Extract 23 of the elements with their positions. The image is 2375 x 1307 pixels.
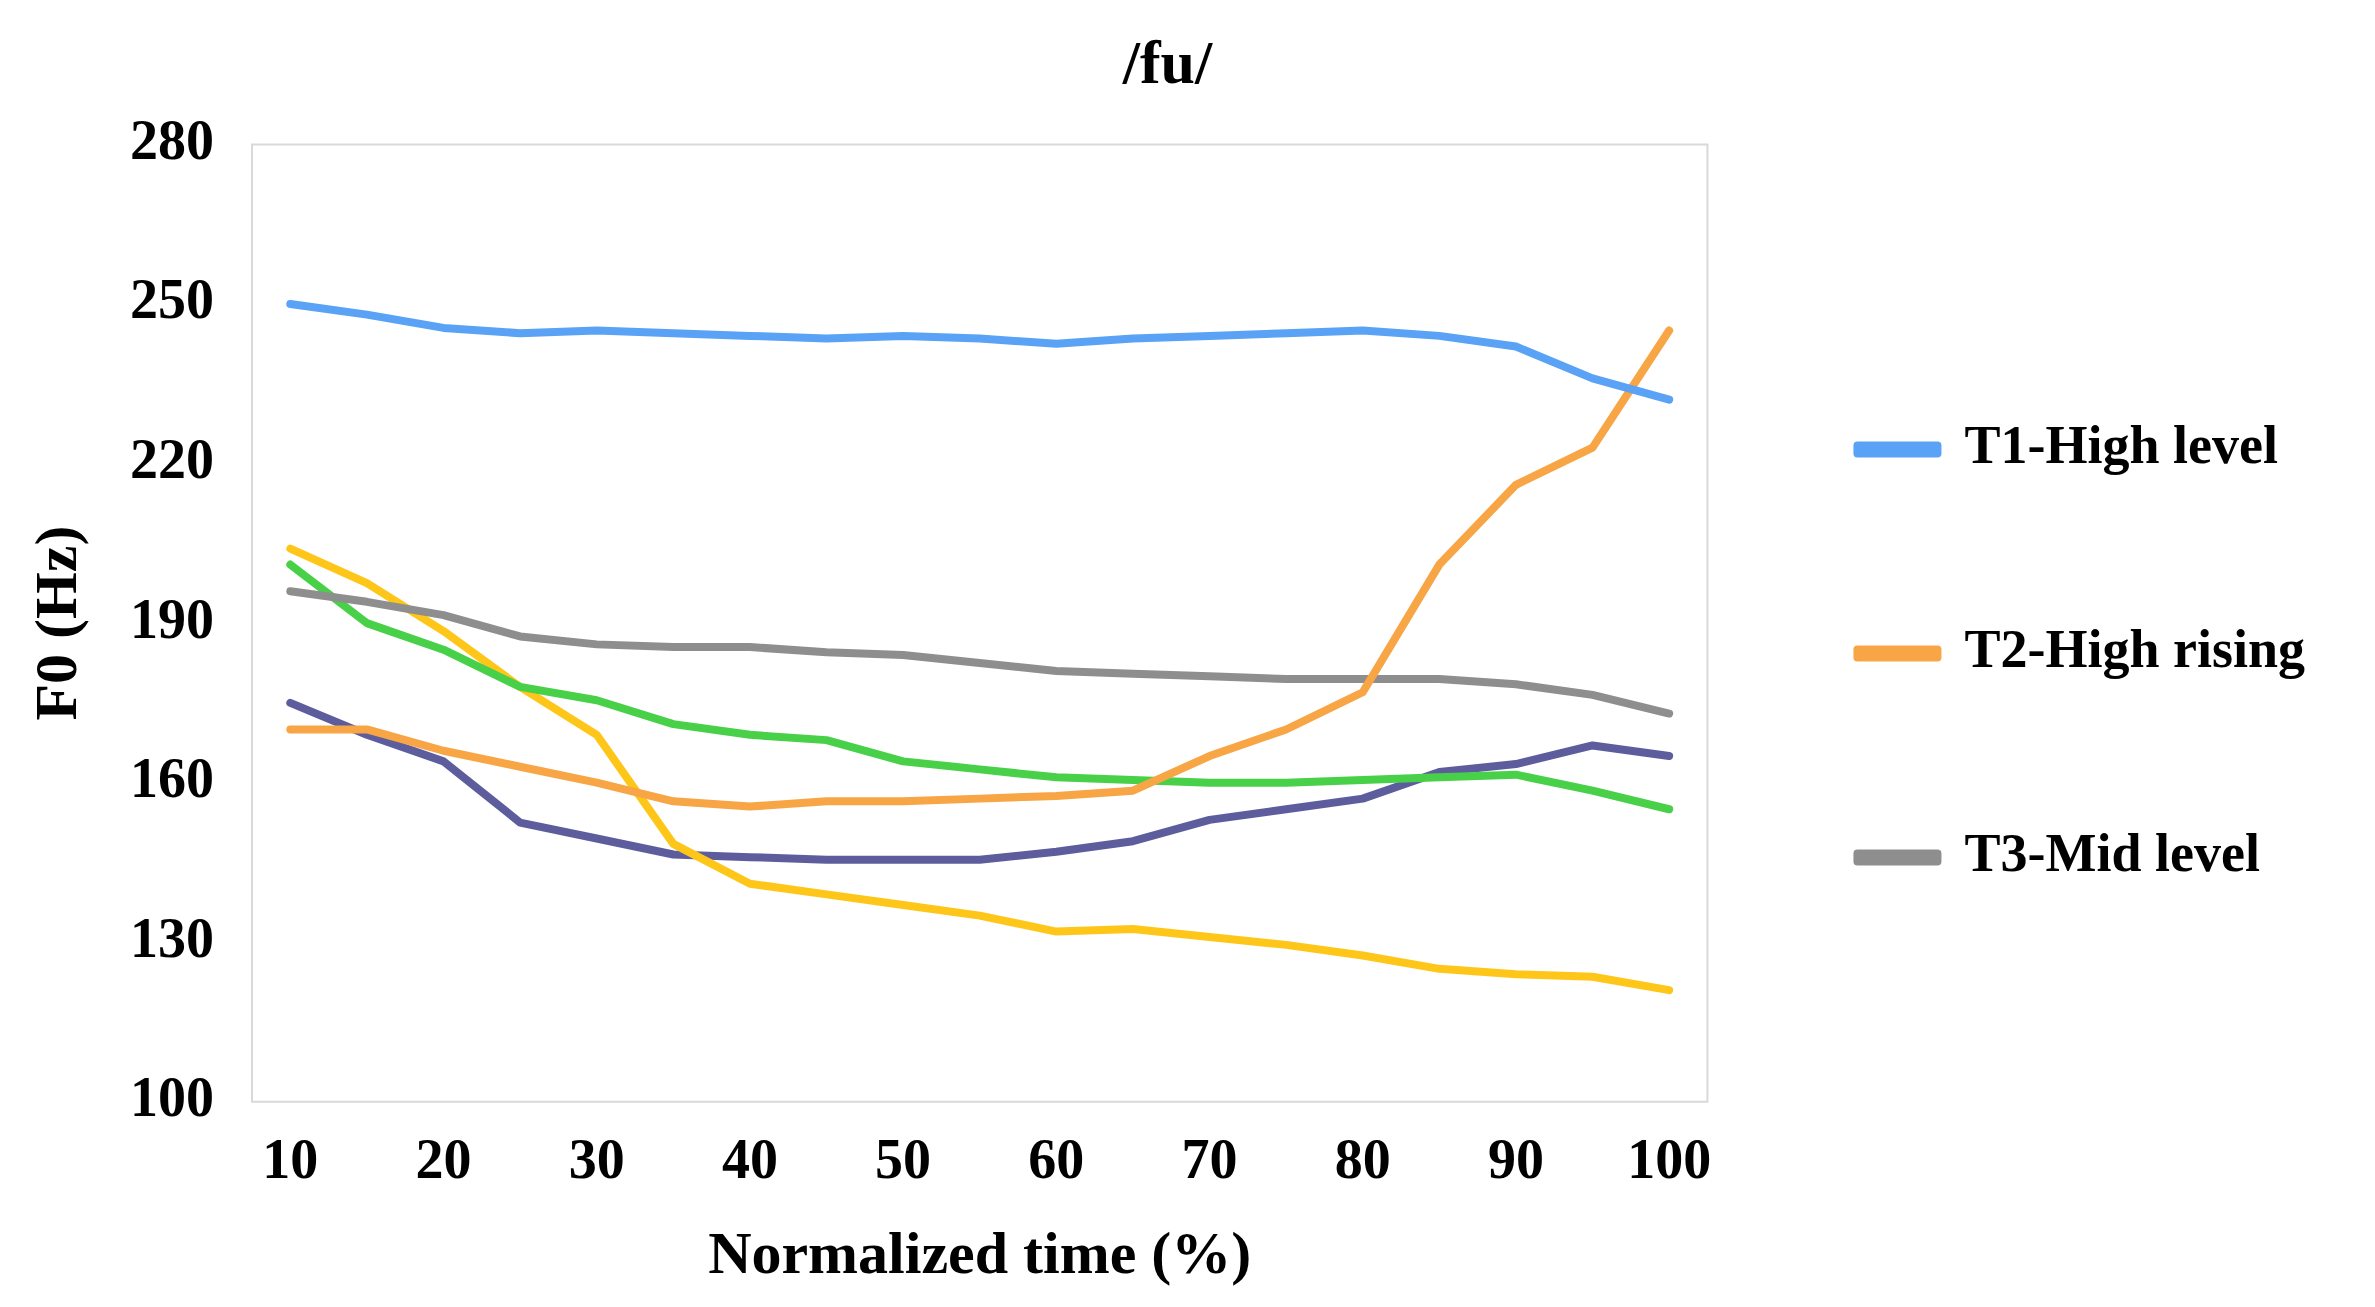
y-tick-label: 190	[130, 587, 214, 650]
x-tick-label: 40	[721, 1127, 778, 1190]
legend-label: T2-High rising	[1964, 619, 2305, 680]
x-tick-label: 60	[1028, 1127, 1085, 1190]
chart-title: /fu/	[1121, 28, 1214, 97]
x-tick-label: 10	[262, 1127, 319, 1190]
legend-label: T3-Mid level	[1964, 823, 2260, 884]
y-tick-label: 250	[130, 268, 214, 331]
x-tick-label: 80	[1334, 1127, 1391, 1190]
y-tick-label: 160	[130, 747, 214, 810]
y-tick-label: 100	[130, 1066, 214, 1129]
y-tick-label: 280	[130, 108, 214, 171]
x-tick-label: 20	[415, 1127, 472, 1190]
x-tick-label: 30	[568, 1127, 625, 1190]
x-tick-label: 50	[875, 1127, 932, 1190]
x-axis-title: Normalized time (%)	[708, 1219, 1252, 1286]
y-tick-label: 130	[130, 906, 214, 969]
legend-label: T1-High level	[1964, 415, 2278, 476]
y-axis-title: F0 (Hz)	[22, 525, 89, 721]
y-tick-label: 220	[130, 428, 214, 490]
x-tick-label: 90	[1487, 1127, 1544, 1190]
x-tick-label: 70	[1181, 1127, 1238, 1190]
x-tick-label: 100	[1627, 1127, 1712, 1190]
